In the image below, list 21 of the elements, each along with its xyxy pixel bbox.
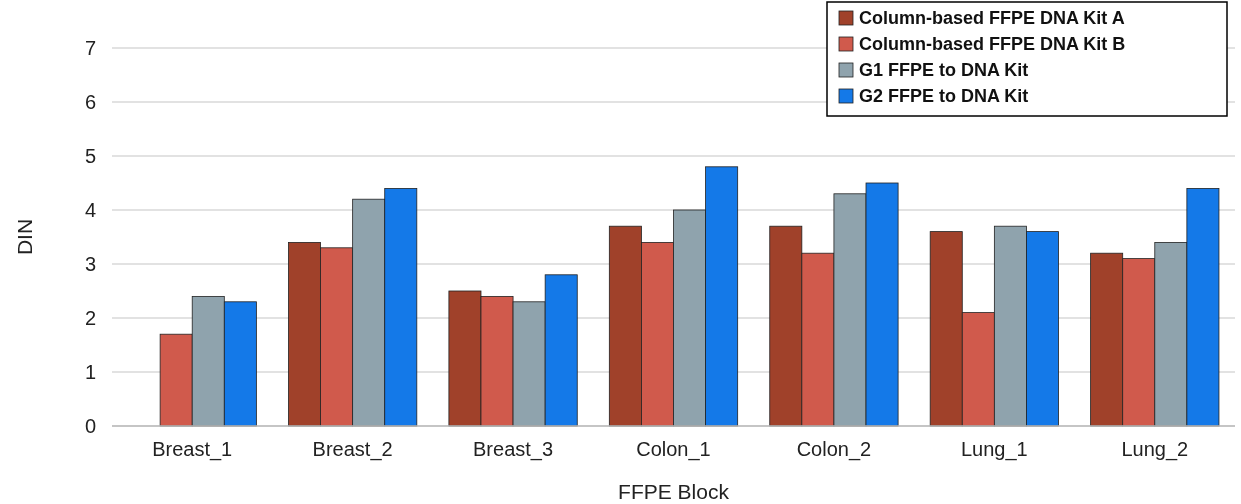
legend-label: Column-based FFPE DNA Kit A — [859, 8, 1125, 29]
x-tick-label: Breast_2 — [312, 438, 393, 461]
legend-label: Column-based FFPE DNA Kit B — [859, 34, 1126, 55]
x-tick-label: Breast_3 — [473, 438, 554, 461]
x-tick-label: Lung_1 — [960, 438, 1028, 461]
x-axis-title: FFPE Block — [618, 480, 730, 503]
y-axis-title: DIN — [13, 218, 36, 256]
x-tick-label: Lung_2 — [1121, 438, 1189, 461]
legend-label: G1 FFPE to DNA Kit — [859, 60, 1029, 81]
y-tick-label: 1 — [84, 361, 96, 383]
x-tick-label: Colon_1 — [636, 438, 711, 461]
y-tick-label: 5 — [84, 145, 96, 167]
y-tick-label: 6 — [84, 91, 96, 113]
y-tick-label: 3 — [84, 253, 96, 275]
y-tick-label: 0 — [84, 415, 96, 437]
x-tick-label: Breast_1 — [152, 438, 233, 461]
y-tick-label: 2 — [84, 307, 96, 329]
x-tick-label: Colon_2 — [796, 438, 872, 461]
y-tick-label: 4 — [84, 199, 96, 221]
y-tick-label: 7 — [84, 37, 96, 59]
legend-label: G2 FFPE to DNA Kit — [859, 86, 1029, 107]
